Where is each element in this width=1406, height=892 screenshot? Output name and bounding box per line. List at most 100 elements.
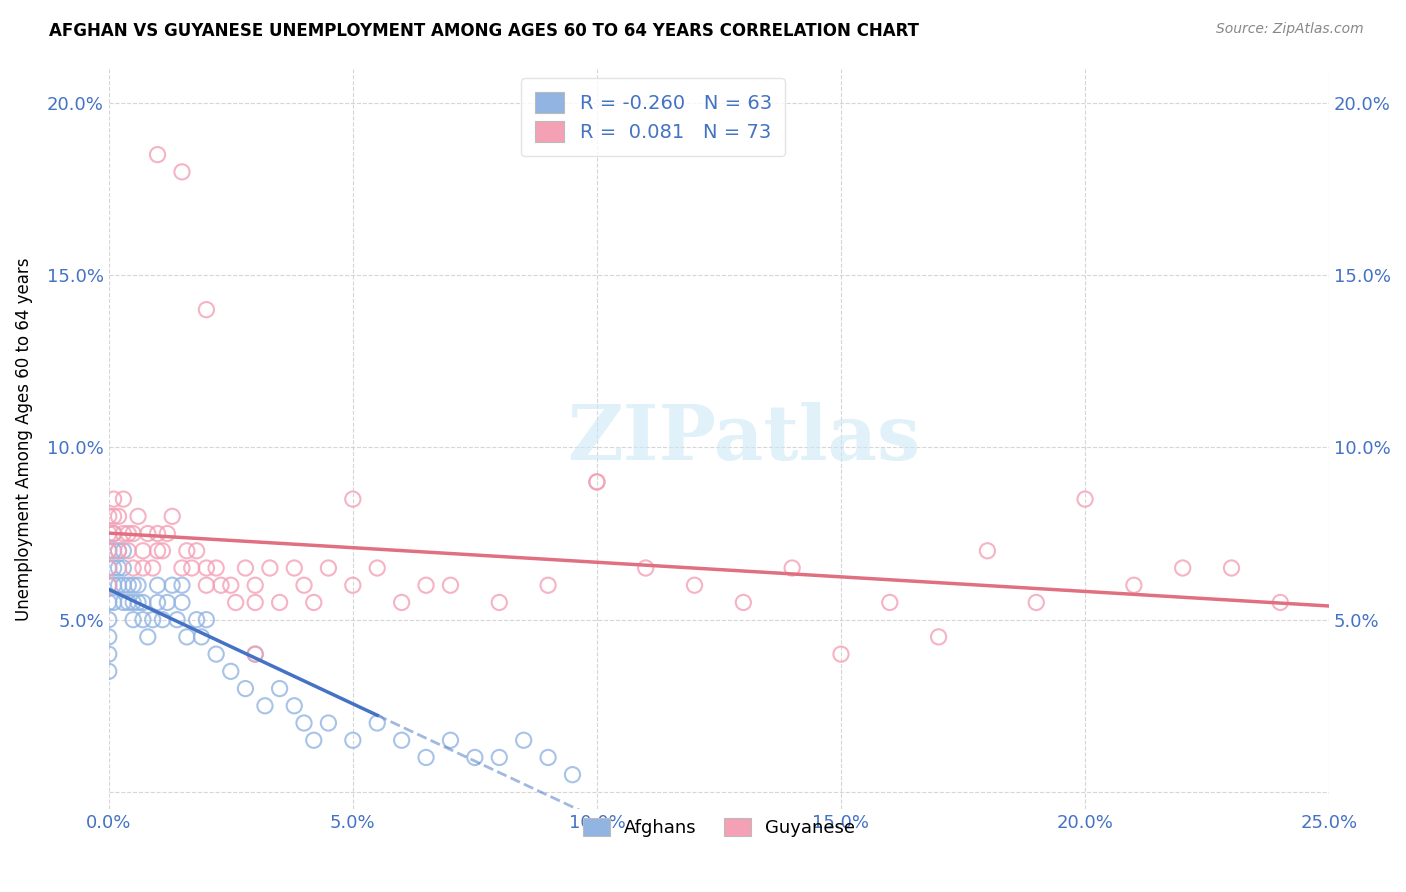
Point <box>97 509 120 524</box>
Point <box>160 578 183 592</box>
Point <box>733 595 755 609</box>
Point <box>132 543 155 558</box>
Point <box>107 509 129 524</box>
Point <box>561 767 583 781</box>
Point <box>219 578 242 592</box>
Point <box>146 578 169 592</box>
Point <box>127 509 149 524</box>
Point <box>132 613 155 627</box>
Point <box>830 647 852 661</box>
Point <box>586 475 609 489</box>
Text: AFGHAN VS GUYANESE UNEMPLOYMENT AMONG AGES 60 TO 64 YEARS CORRELATION CHART: AFGHAN VS GUYANESE UNEMPLOYMENT AMONG AG… <box>49 22 920 40</box>
Point <box>97 578 120 592</box>
Text: Source: ZipAtlas.com: Source: ZipAtlas.com <box>1216 22 1364 37</box>
Point <box>537 578 560 592</box>
Point <box>112 595 135 609</box>
Point <box>1074 492 1097 507</box>
Point <box>112 526 135 541</box>
Point <box>117 543 139 558</box>
Point <box>512 733 534 747</box>
Point <box>488 595 510 609</box>
Point <box>170 165 193 179</box>
Point <box>127 578 149 592</box>
Point <box>391 595 413 609</box>
Point <box>107 578 129 592</box>
Point <box>415 750 437 764</box>
Point <box>170 561 193 575</box>
Point <box>117 578 139 592</box>
Point <box>103 561 125 575</box>
Point <box>586 475 609 489</box>
Point <box>97 665 120 679</box>
Point <box>302 733 325 747</box>
Point <box>488 750 510 764</box>
Point <box>245 647 267 661</box>
Point <box>136 526 159 541</box>
Y-axis label: Unemployment Among Ages 60 to 64 years: Unemployment Among Ages 60 to 64 years <box>15 257 32 621</box>
Point <box>415 578 437 592</box>
Point <box>195 613 218 627</box>
Point <box>879 595 901 609</box>
Point <box>103 543 125 558</box>
Point <box>146 543 169 558</box>
Point <box>146 595 169 609</box>
Point <box>122 561 145 575</box>
Point <box>1220 561 1243 575</box>
Point <box>269 681 291 696</box>
Point <box>107 543 129 558</box>
Point <box>195 302 218 317</box>
Legend: Afghans, Guyanese: Afghans, Guyanese <box>575 811 862 845</box>
Point <box>292 716 315 731</box>
Point <box>464 750 486 764</box>
Point <box>156 526 179 541</box>
Point <box>634 561 657 575</box>
Point <box>103 578 125 592</box>
Point <box>142 561 165 575</box>
Point <box>112 578 135 592</box>
Point <box>283 698 305 713</box>
Point <box>166 613 188 627</box>
Point <box>112 543 135 558</box>
Point <box>683 578 706 592</box>
Point <box>292 578 315 592</box>
Point <box>976 543 998 558</box>
Point <box>439 578 461 592</box>
Point <box>117 526 139 541</box>
Point <box>132 561 155 575</box>
Point <box>195 578 218 592</box>
Point <box>122 526 145 541</box>
Point <box>205 561 228 575</box>
Point <box>342 578 364 592</box>
Point <box>107 543 129 558</box>
Point <box>176 543 198 558</box>
Point <box>318 561 340 575</box>
Point <box>97 630 120 644</box>
Point <box>97 543 120 558</box>
Point <box>391 733 413 747</box>
Point <box>103 492 125 507</box>
Point <box>122 595 145 609</box>
Point <box>97 561 120 575</box>
Point <box>146 147 169 161</box>
Point <box>439 733 461 747</box>
Point <box>97 613 120 627</box>
Point <box>780 561 803 575</box>
Point <box>253 698 276 713</box>
Point <box>225 595 247 609</box>
Point <box>205 647 228 661</box>
Point <box>235 561 257 575</box>
Point <box>97 526 120 541</box>
Point <box>152 543 174 558</box>
Point <box>103 526 125 541</box>
Point <box>342 492 364 507</box>
Point <box>245 595 267 609</box>
Point <box>1025 595 1047 609</box>
Point <box>537 750 560 764</box>
Point <box>97 561 120 575</box>
Point <box>235 681 257 696</box>
Point <box>1171 561 1194 575</box>
Point <box>103 526 125 541</box>
Point <box>366 716 388 731</box>
Point <box>103 595 125 609</box>
Point <box>209 578 232 592</box>
